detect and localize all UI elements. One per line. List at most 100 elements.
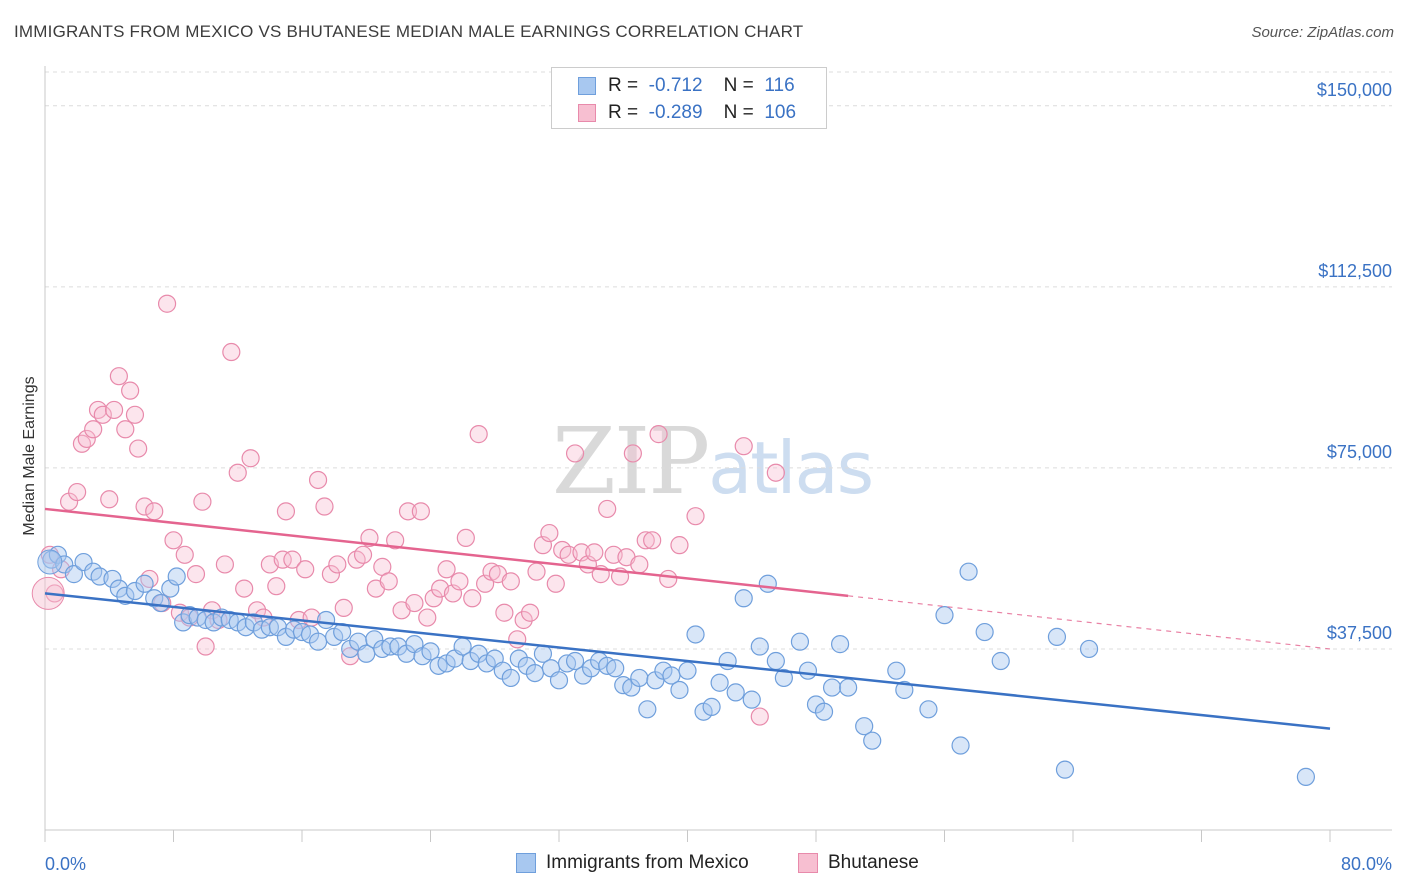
correlation-legend: R = -0.712 N = 116 R = -0.289 N = 106	[551, 67, 827, 129]
legend-label-mexico: Immigrants from Mexico	[546, 852, 749, 873]
mexico-point	[734, 589, 753, 608]
bhutanese-point	[649, 425, 668, 444]
mexico-point	[678, 661, 697, 680]
mexico-point	[959, 562, 978, 581]
trend-lines	[44, 507, 1331, 730]
bhutanese-point	[469, 425, 488, 444]
bhutanese-point	[501, 572, 520, 591]
legend-r-value: -0.289	[648, 102, 703, 123]
bhutanese-point	[276, 502, 296, 521]
bhutanese-point	[321, 565, 341, 584]
bhutanese-points	[31, 294, 785, 726]
legend-row-mexico: R = -0.712 N = 116	[578, 74, 795, 98]
bhutanese-point	[104, 400, 124, 420]
y-tick-label: $75,000	[1327, 442, 1392, 462]
mexico-point	[116, 586, 135, 605]
mexico-point	[863, 731, 882, 750]
mexico-point	[814, 702, 834, 721]
mexico-point	[565, 651, 585, 671]
bhutanese-point	[630, 555, 649, 574]
bhutanese-point	[418, 608, 437, 627]
legend-swatch-mexico	[578, 77, 596, 95]
legend-item-mexico: Immigrants from Mexico	[516, 852, 749, 874]
bhutanese-point	[328, 555, 347, 574]
bhutanese-point	[145, 502, 164, 521]
mexico-point	[855, 717, 874, 736]
bhutanese-point	[546, 574, 565, 593]
mexico-point	[125, 581, 145, 601]
bhutanese-point	[437, 560, 456, 579]
bhutanese-point	[540, 523, 559, 543]
grid-lines	[45, 71, 1392, 650]
legend-n-label: N =	[723, 75, 754, 96]
bhutanese-point	[157, 294, 177, 313]
bhutanese-point	[450, 572, 469, 591]
bhutanese-point	[129, 439, 148, 458]
bhutanese-point	[520, 603, 540, 622]
bhutanese-point	[386, 531, 405, 550]
legend-swatch-bhutanese	[578, 104, 596, 122]
mexico-point	[839, 678, 858, 697]
bhutanese-point	[508, 630, 527, 649]
bhutanese-point	[750, 707, 769, 726]
mexico-point	[766, 651, 785, 671]
bhutanese-point	[686, 507, 705, 526]
x-tick-label: 0.0%	[45, 854, 86, 874]
bhutanese-point	[565, 444, 585, 463]
mexico-point	[316, 610, 336, 630]
mexico-point	[710, 673, 729, 692]
bhutanese-point	[222, 342, 241, 362]
bhutanese-point	[164, 531, 183, 550]
mexico-point	[822, 678, 842, 697]
mexico-trend-line	[44, 592, 1331, 730]
mexico-point	[638, 700, 657, 719]
bhutanese-point	[186, 565, 206, 584]
bhutanese-point	[353, 545, 373, 564]
mexico-point	[167, 567, 186, 586]
mexico-point	[774, 668, 793, 688]
legend-n-label: N =	[723, 102, 754, 123]
mexico-point	[64, 565, 84, 584]
mexico-point	[686, 625, 705, 644]
legend-swatch-mexico	[516, 853, 536, 873]
mexico-point	[726, 683, 745, 702]
mexico-point	[1047, 627, 1067, 646]
bhutanese-point	[360, 528, 379, 548]
bhutanese-point	[228, 463, 247, 482]
mexico-point	[742, 690, 761, 709]
mexico-point	[74, 552, 93, 572]
mexico-point	[1296, 767, 1316, 786]
legend-r-label: R =	[608, 75, 639, 96]
bhutanese-point	[456, 528, 475, 548]
bhutanese-point	[308, 470, 328, 490]
legend-row-bhutanese: R = -0.289 N = 106	[578, 101, 796, 125]
mexico-point	[1079, 639, 1099, 659]
mexico-point	[308, 632, 328, 651]
bhutanese-point	[411, 502, 430, 521]
bhutanese-point	[315, 497, 334, 516]
bhutanese-point	[283, 550, 302, 569]
mexico-point	[670, 680, 689, 700]
bhutanese-point	[734, 437, 753, 456]
mexico-point	[135, 574, 154, 593]
bhutanese-point	[495, 603, 514, 622]
bhutanese-point	[125, 405, 145, 424]
y-tick-label: $37,500	[1327, 623, 1392, 643]
bhutanese-point	[116, 420, 135, 439]
bhutanese-point	[68, 482, 87, 502]
mexico-point	[750, 637, 769, 656]
mexico-point	[151, 593, 170, 613]
bhutanese-point	[193, 492, 212, 511]
bhutanese-point	[175, 545, 194, 564]
mexico-point	[525, 663, 545, 683]
bhutanese-point	[514, 610, 533, 630]
legend-label-bhutanese: Bhutanese	[828, 852, 919, 873]
mexico-points	[37, 545, 1316, 786]
legend-r-label: R =	[608, 102, 639, 123]
bhutanese-point	[623, 444, 642, 463]
mexico-point	[606, 659, 625, 678]
bhutanese-point	[405, 593, 424, 613]
bhutanese-point	[659, 569, 678, 589]
bhutanese-point	[424, 589, 443, 608]
